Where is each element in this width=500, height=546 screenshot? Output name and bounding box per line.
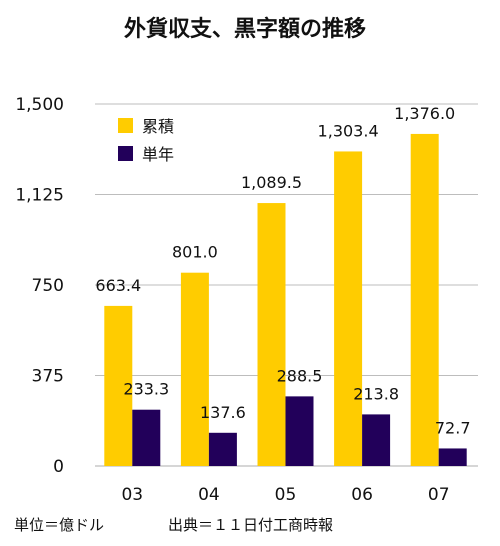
bar-cumulative	[180, 272, 209, 466]
x-tick-label: 06	[351, 485, 373, 505]
bar-annual	[438, 448, 467, 466]
legend-label: 単年	[142, 145, 174, 164]
chart-title: 外貨収支、黒字額の推移	[124, 16, 366, 42]
legend-swatch	[118, 146, 133, 161]
bar-cumulative	[410, 133, 439, 466]
legend-label: 累積	[142, 117, 174, 136]
source-note: 出典＝１１日付工商時報	[168, 516, 334, 534]
bar-annual	[285, 396, 314, 466]
data-label: 137.6	[200, 403, 246, 422]
data-label: 663.4	[95, 276, 141, 295]
bar-cumulative	[257, 203, 286, 467]
bars: 663.4 233.3 801.0 137.6 1,089.5 288.5 1,303.4 2…	[95, 104, 471, 467]
data-label: 213.8	[353, 384, 399, 403]
bar-cumulative	[334, 151, 363, 466]
legend-swatch	[118, 118, 133, 133]
x-tick-label: 07	[428, 485, 450, 505]
x-tick-label: 05	[275, 485, 297, 505]
y-tick-label: 750	[32, 276, 64, 296]
y-axis-ticks: 0 375 750 1,125 1,500	[15, 95, 64, 477]
data-label: 1,303.4	[318, 121, 379, 140]
y-tick-label: 1,500	[15, 95, 64, 115]
bar-annual	[362, 414, 391, 466]
data-label: 288.5	[277, 366, 323, 385]
bar-annual	[208, 432, 237, 466]
data-label: 1,089.5	[241, 173, 302, 192]
bar-annual	[132, 409, 161, 466]
y-tick-label: 375	[32, 367, 64, 387]
data-label: 801.0	[172, 243, 218, 262]
y-tick-label: 1,125	[15, 186, 64, 206]
x-axis-ticks: 03 04 05 06 07	[121, 485, 449, 505]
bar-cumulative	[104, 305, 133, 466]
data-label: 72.7	[435, 418, 471, 437]
data-label: 1,376.0	[394, 104, 455, 123]
y-tick-label: 0	[53, 457, 64, 477]
data-label: 233.3	[123, 380, 169, 399]
unit-note: 単位＝億ドル	[14, 516, 105, 534]
x-tick-label: 04	[198, 485, 220, 505]
x-tick-label: 03	[121, 485, 143, 505]
